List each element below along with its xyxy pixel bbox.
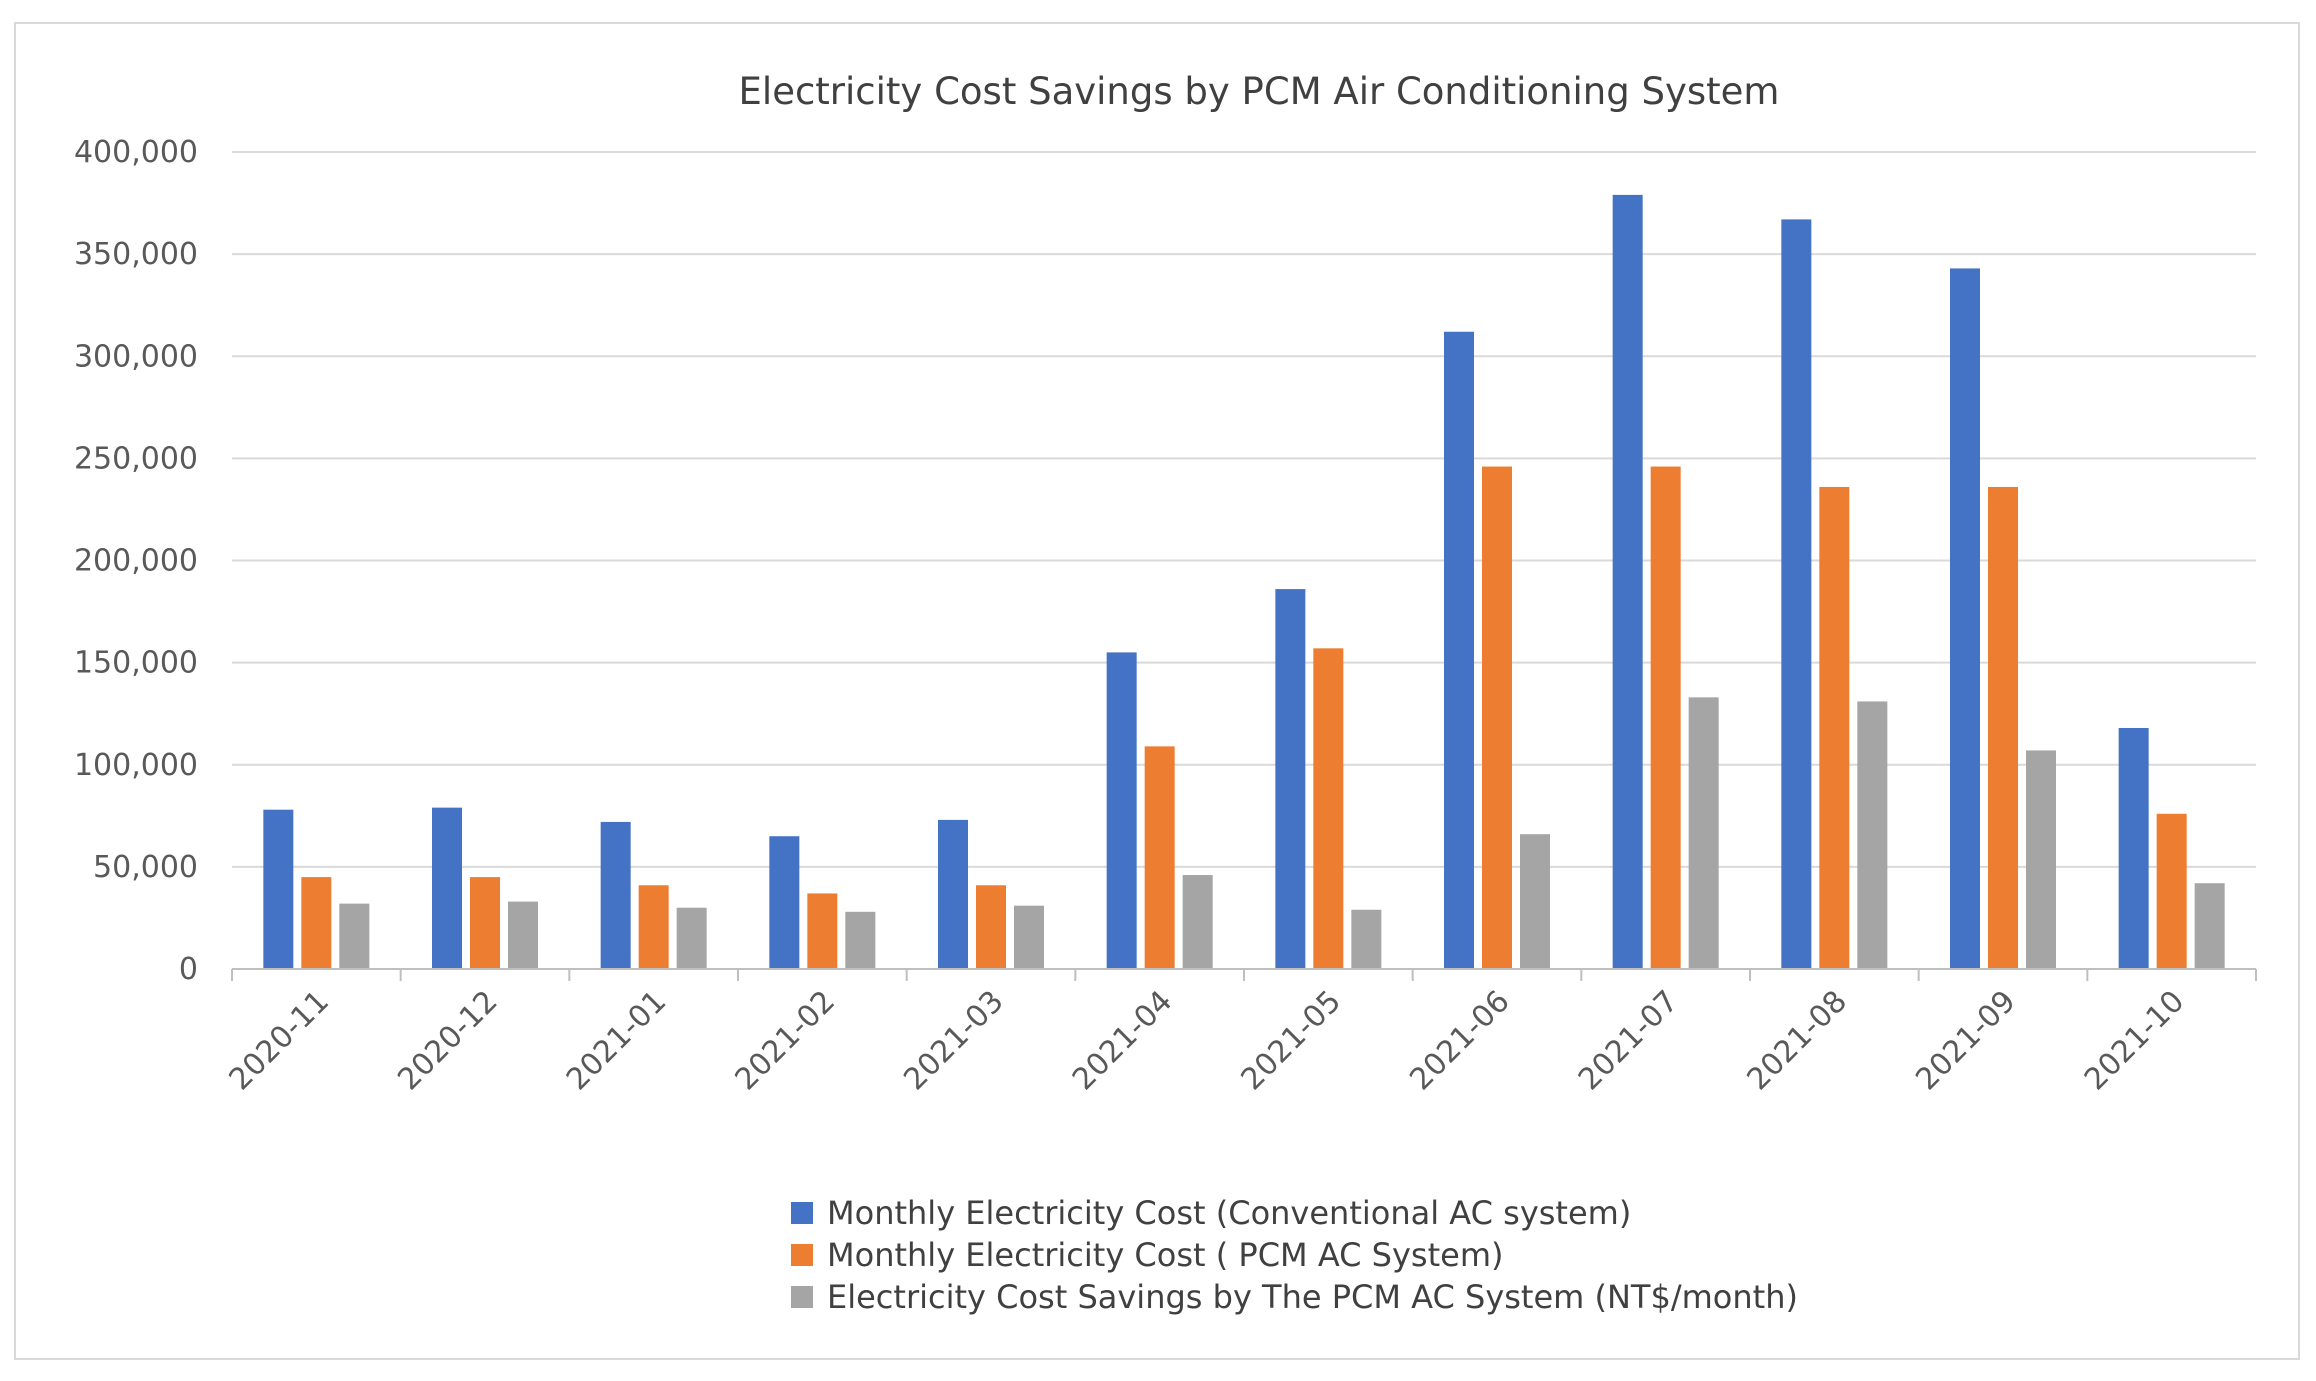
bar xyxy=(1857,701,1888,969)
bar xyxy=(1612,194,1643,969)
bar xyxy=(1106,652,1137,969)
y-tick-label: 100,000 xyxy=(74,748,198,783)
bar xyxy=(1313,648,1344,969)
x-tick-label: 2021-05 xyxy=(1235,984,1348,1097)
legend-entry: Monthly Electricity Cost (Conventional A… xyxy=(827,1194,1631,1232)
bar xyxy=(2118,727,2149,969)
y-tick-label: 350,000 xyxy=(74,237,198,272)
bar xyxy=(769,836,800,969)
y-tick-label: 0 xyxy=(179,952,198,987)
bar xyxy=(1988,486,2018,969)
bar xyxy=(1444,331,1474,969)
bar xyxy=(807,893,838,969)
legend-swatch xyxy=(791,1244,813,1266)
x-axis xyxy=(231,968,2257,981)
x-tick-label: 2020-12 xyxy=(391,984,504,1097)
x-tick-label: 2021-04 xyxy=(1066,984,1179,1097)
bar xyxy=(1014,905,1044,969)
bar xyxy=(1950,268,1980,969)
bar xyxy=(1482,466,1512,969)
y-tick-label: 50,000 xyxy=(93,850,198,885)
bar xyxy=(1520,834,1550,969)
legend-entry: Monthly Electricity Cost ( PCM AC System… xyxy=(827,1236,1503,1274)
bar xyxy=(2026,750,2056,969)
bar xyxy=(432,807,462,969)
bar xyxy=(470,877,500,969)
y-tick-label: 250,000 xyxy=(74,441,198,476)
y-tick-label: 400,000 xyxy=(74,135,198,170)
bar xyxy=(845,911,876,969)
chart-frame: Electricity Cost Savings by PCM Air Cond… xyxy=(14,22,2300,1360)
x-tick-label: 2020-11 xyxy=(223,984,336,1097)
legend: Monthly Electricity Cost (Conventional A… xyxy=(791,1194,1798,1316)
bar-chart: Electricity Cost Savings by PCM Air Cond… xyxy=(74,70,2257,1316)
x-tick-label: 2021-01 xyxy=(560,984,673,1097)
legend-swatch xyxy=(791,1202,813,1224)
bar xyxy=(339,903,370,969)
x-tick-label: 2021-06 xyxy=(1403,984,1516,1097)
x-tick-label: 2021-07 xyxy=(1572,984,1685,1097)
x-tick-label: 2021-02 xyxy=(729,984,842,1097)
legend-entry: Electricity Cost Savings by The PCM AC S… xyxy=(827,1278,1798,1316)
x-tick-label: 2021-09 xyxy=(1909,984,2022,1097)
y-tick-label: 200,000 xyxy=(74,544,198,579)
bar xyxy=(2156,813,2187,969)
chart-title: Electricity Cost Savings by PCM Air Cond… xyxy=(739,70,1780,113)
bar xyxy=(1650,466,1681,969)
bar xyxy=(1275,589,1306,969)
legend-swatch xyxy=(791,1286,813,1308)
x-axis-ticks: 2020-11 2020-12 2021-01 2021-02 2021-03 2021-… xyxy=(223,984,2192,1097)
bar xyxy=(301,877,332,969)
bar xyxy=(1781,219,1812,970)
bar xyxy=(938,819,968,969)
grid-lines xyxy=(232,151,2256,868)
bar xyxy=(1144,746,1175,969)
bar xyxy=(1351,909,1382,969)
bar xyxy=(1688,697,1719,969)
bar xyxy=(263,809,294,969)
bar xyxy=(676,907,707,969)
y-axis-ticks: 0 50,000 100,000 150,000 200,000 250,000 300,0… xyxy=(74,135,198,987)
x-tick-label: 2021-10 xyxy=(2078,984,2191,1097)
y-tick-label: 300,000 xyxy=(74,339,198,374)
bar xyxy=(976,885,1006,969)
x-tick-label: 2021-08 xyxy=(1741,984,1854,1097)
bar xyxy=(600,821,631,969)
bar xyxy=(1182,875,1213,969)
bar xyxy=(1819,486,1850,969)
bar xyxy=(2194,883,2225,969)
bars xyxy=(263,194,2225,970)
y-tick-label: 150,000 xyxy=(74,646,198,681)
x-tick-label: 2021-03 xyxy=(897,984,1010,1097)
bar xyxy=(508,901,538,969)
bar xyxy=(638,885,669,969)
